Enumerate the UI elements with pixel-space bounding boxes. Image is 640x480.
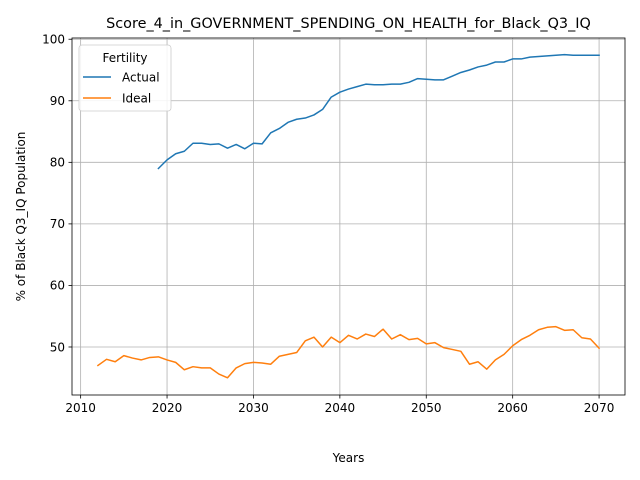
x-tick-label: 2010	[65, 401, 96, 415]
y-tick-label: 80	[50, 156, 65, 170]
x-axis-label: Years	[332, 451, 365, 465]
legend-title: Fertility	[102, 51, 147, 65]
legend-box	[78, 44, 172, 112]
legend: Fertility Actual Ideal	[78, 44, 172, 112]
series-line-actual	[157, 53, 600, 170]
y-tick-label: 60	[50, 279, 65, 293]
x-tick-label: 2040	[325, 401, 356, 415]
x-tick-label: 2060	[497, 401, 528, 415]
legend-label-ideal: Ideal	[122, 92, 151, 106]
x-tick-label: 2050	[411, 401, 442, 415]
y-tick-label: 90	[50, 94, 65, 108]
gridlines	[72, 38, 625, 395]
legend-label-actual: Actual	[122, 71, 160, 85]
y-axis-label: % of Black Q3_IQ Population	[14, 132, 28, 302]
axis-ticks: 2010 2020 2030 2040 2050 2060 2070 50 60 70 80 90 10…	[42, 33, 614, 415]
y-tick-label: 50	[50, 340, 65, 354]
x-tick-label: 2020	[152, 401, 183, 415]
chart-title: Score_4_in_GOVERNMENT_SPENDING_ON_HEALTH…	[106, 16, 591, 32]
series-lines	[96, 53, 601, 379]
x-tick-label: 2030	[238, 401, 269, 415]
y-tick-label: 100	[42, 33, 65, 47]
x-tick-label: 2070	[584, 401, 615, 415]
y-tick-label: 70	[50, 217, 65, 231]
plot-frame	[71, 37, 626, 396]
series-line-ideal	[96, 325, 601, 379]
